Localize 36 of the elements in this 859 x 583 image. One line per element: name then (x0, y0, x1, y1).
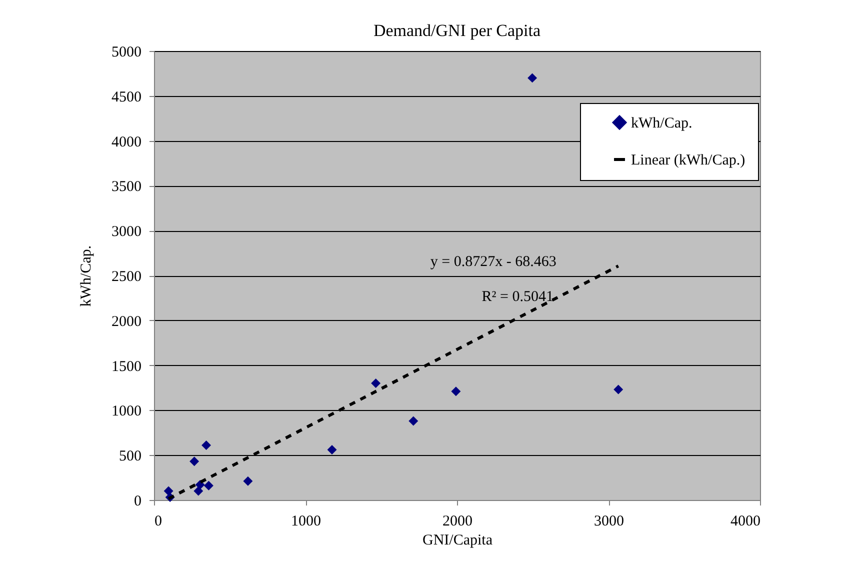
x-tick-label: 1000 (291, 514, 321, 530)
annotation: R² = 0.5041 (482, 289, 554, 305)
point (164, 486, 174, 496)
y-tick-label: 1000 (112, 404, 142, 420)
point (451, 386, 461, 396)
y-tick-label: 5000 (112, 44, 142, 60)
point (327, 444, 337, 454)
y-tick-label: 4000 (112, 134, 142, 150)
point (614, 384, 624, 394)
point (190, 456, 200, 466)
chart-title: Demand/GNI per Capita (373, 21, 542, 40)
point (371, 378, 381, 388)
y-tick-label: 3000 (112, 224, 142, 240)
y-tick-label: 500 (119, 448, 142, 465)
x-tick-label: 2000 (442, 514, 472, 530)
legend-label: kWh/Cap. (631, 116, 692, 132)
point (202, 440, 212, 450)
legend-label: Linear (kWh/Cap.) (631, 152, 746, 168)
x-axis-title: GNI/Capita (422, 532, 493, 548)
point (408, 416, 418, 426)
annotation: y = 0.8727x - 68.463 (430, 254, 556, 270)
point (528, 73, 538, 83)
y-tick-label: 2500 (112, 269, 142, 285)
point (243, 476, 253, 486)
point (195, 480, 205, 490)
y-tick-label: 4500 (112, 89, 142, 106)
y-axis-title: kWh/Cap. (78, 245, 94, 307)
y-tick-label: 1500 (112, 358, 142, 375)
point (194, 486, 204, 496)
y-tick-label: 0 (134, 494, 142, 510)
x-tick-label: 3000 (594, 514, 624, 530)
y-tick-label: 2000 (112, 314, 142, 330)
point (204, 480, 214, 490)
x-tick-label: 4000 (730, 514, 760, 530)
y-tick-label: 3500 (112, 179, 142, 196)
x-tick-label: 0 (154, 514, 162, 530)
